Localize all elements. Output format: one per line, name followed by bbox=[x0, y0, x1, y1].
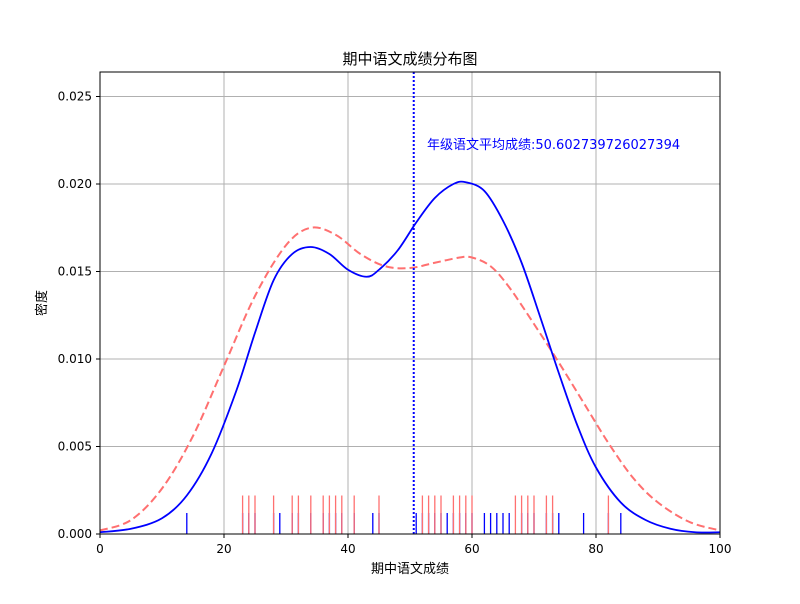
mean-annotation: 年级语文平均成绩:50.602739726027394 bbox=[427, 138, 680, 153]
x-tick-label: 20 bbox=[216, 542, 231, 556]
rug-layer bbox=[186, 495, 622, 534]
x-tick-label: 100 bbox=[709, 542, 732, 556]
chart-title: 期中语文成绩分布图 bbox=[342, 50, 477, 68]
x-axis-label: 期中语文成绩 bbox=[371, 562, 449, 577]
y-tick-label: 0.005 bbox=[58, 440, 92, 454]
y-axis-label: 密度 bbox=[34, 290, 50, 316]
x-tick-label: 40 bbox=[340, 542, 355, 556]
ticks-layer: 0 20 40 60 80 100 0.000 0.005 0.010 0.015 0.020 0.0… bbox=[58, 90, 732, 557]
y-tick-label: 0.015 bbox=[58, 265, 92, 279]
series-line-solid bbox=[99, 180, 721, 534]
series-line-dashed bbox=[99, 226, 721, 532]
x-tick-label: 80 bbox=[588, 542, 603, 556]
y-tick-label: 0.010 bbox=[58, 352, 92, 366]
x-tick-label: 0 bbox=[96, 542, 104, 556]
y-tick-label: 0.025 bbox=[58, 90, 92, 104]
y-tick-label: 0.000 bbox=[58, 527, 92, 541]
y-tick-label: 0.020 bbox=[58, 177, 92, 191]
series-layer bbox=[99, 72, 721, 534]
x-tick-label: 60 bbox=[464, 542, 479, 556]
axes-frame bbox=[99, 71, 721, 535]
